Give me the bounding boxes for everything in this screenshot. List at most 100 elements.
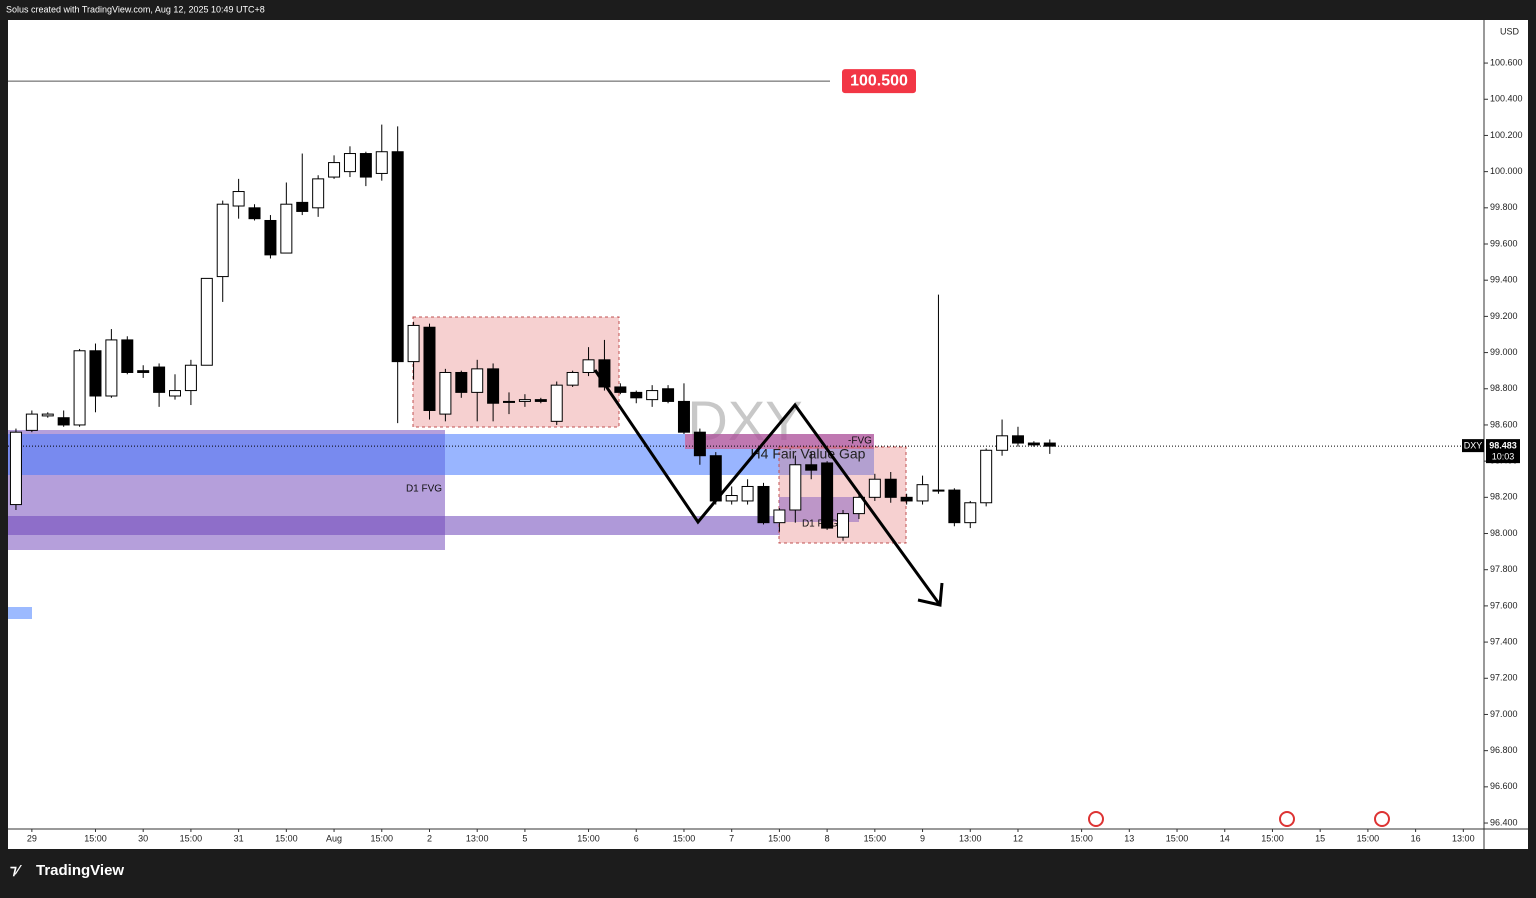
candle-body bbox=[630, 391, 643, 399]
y-tick-label: 99.600 bbox=[1490, 238, 1518, 248]
y-tick-label: 98.000 bbox=[1490, 528, 1518, 538]
level-label: 100.500 bbox=[850, 72, 908, 89]
annotation: H4 Fair Value Gap bbox=[751, 446, 866, 462]
zigzag bbox=[593, 369, 944, 607]
event-flag[interactable] bbox=[1374, 811, 1390, 827]
y-tick-label: 96.400 bbox=[1490, 817, 1518, 827]
candle-body bbox=[391, 151, 404, 363]
candle-body bbox=[614, 386, 627, 393]
y-tick-label: 96.600 bbox=[1490, 781, 1518, 791]
event-icons bbox=[1088, 811, 1390, 827]
x-tick-label: 15:00 bbox=[1070, 833, 1093, 843]
x-tick-label: 15:00 bbox=[371, 833, 394, 843]
x-tick-label: 15:00 bbox=[1166, 833, 1189, 843]
footer-brand[interactable]: TradingView bbox=[36, 862, 124, 879]
candle-body bbox=[89, 350, 102, 397]
event-flag[interactable] bbox=[1088, 811, 1104, 827]
candle-body bbox=[996, 435, 1009, 451]
candle-body bbox=[375, 151, 388, 174]
y-tick-label: 98.800 bbox=[1490, 383, 1518, 393]
x-tick-label: 15:00 bbox=[768, 833, 791, 843]
price-tag-symbol: DXY bbox=[1464, 440, 1483, 450]
arrow-path bbox=[593, 369, 942, 606]
price-tag-symbol-box bbox=[1462, 439, 1484, 453]
candle-body bbox=[471, 368, 484, 393]
candle-body bbox=[487, 368, 500, 404]
candle-body bbox=[821, 462, 834, 529]
candle-body bbox=[169, 390, 182, 397]
x-tick-label: 12 bbox=[1013, 833, 1023, 843]
candle-body bbox=[884, 478, 897, 498]
x-tick-label: 15:00 bbox=[673, 833, 696, 843]
candle-body bbox=[980, 449, 993, 504]
candle-body bbox=[407, 324, 420, 363]
candle-body bbox=[328, 162, 341, 178]
candle-body bbox=[248, 207, 261, 220]
candle-body bbox=[964, 502, 977, 524]
candle-body bbox=[1011, 435, 1024, 444]
y-tick-label: 99.800 bbox=[1490, 202, 1518, 212]
candle-body bbox=[359, 153, 372, 178]
x-tick-label: 7 bbox=[729, 833, 734, 843]
x-tick-label: 8 bbox=[825, 833, 830, 843]
candle-body bbox=[105, 339, 118, 397]
candle-body bbox=[264, 219, 277, 256]
candle-body bbox=[646, 390, 659, 401]
annotation: D1 FVG bbox=[802, 519, 838, 530]
candle-body bbox=[757, 485, 770, 524]
candle-body bbox=[9, 431, 22, 506]
x-tick-label: 6 bbox=[634, 833, 639, 843]
x-tick-label: 30 bbox=[138, 833, 148, 843]
currency: USD bbox=[1500, 26, 1520, 36]
x-tick-label: 2 bbox=[427, 833, 432, 843]
candle-body bbox=[503, 400, 516, 403]
y-tick-label: 100.200 bbox=[1490, 130, 1523, 140]
candle-body bbox=[773, 509, 786, 524]
candle-body bbox=[550, 384, 563, 422]
candle-body bbox=[121, 339, 134, 373]
header-bar bbox=[0, 0, 1536, 20]
candle-body bbox=[662, 388, 675, 402]
price-tag-box bbox=[1486, 439, 1520, 464]
x-tick-label: 15:00 bbox=[577, 833, 600, 843]
y-tick-label: 98.600 bbox=[1490, 419, 1518, 429]
candle-body bbox=[73, 350, 86, 426]
y-tick-label: 100.600 bbox=[1490, 57, 1523, 67]
candle-body bbox=[423, 326, 436, 411]
candle-body bbox=[789, 464, 802, 511]
x-tick-label: Aug bbox=[326, 833, 342, 843]
y-tick-label: 100.000 bbox=[1490, 166, 1523, 176]
candle-body bbox=[805, 464, 818, 471]
candle-body bbox=[1043, 442, 1056, 447]
candle-body bbox=[868, 478, 881, 498]
x-tick-label: 15:00 bbox=[180, 833, 203, 843]
candle-body bbox=[200, 277, 213, 366]
logo-mark: ⁊⁄ bbox=[10, 862, 22, 878]
candle-body bbox=[900, 496, 913, 502]
zones bbox=[8, 316, 907, 619]
x-tick-label: 31 bbox=[234, 833, 244, 843]
level-label-box bbox=[842, 69, 916, 94]
footer-bar bbox=[0, 849, 1536, 893]
x-tick-label: 5 bbox=[522, 833, 527, 843]
candle-body bbox=[677, 400, 690, 433]
candle-body bbox=[312, 178, 325, 209]
candle-body bbox=[916, 484, 929, 502]
candle-body bbox=[296, 201, 309, 212]
x-tick-label: 13 bbox=[1124, 833, 1134, 843]
candle-body bbox=[455, 371, 468, 393]
candle-body bbox=[725, 495, 738, 502]
candle-body bbox=[184, 364, 197, 392]
candle-body bbox=[534, 399, 547, 402]
x-tick-label: 15:00 bbox=[275, 833, 298, 843]
candle-body bbox=[852, 496, 865, 515]
x-tick-label: 13:00 bbox=[959, 833, 982, 843]
candle-body bbox=[837, 513, 850, 538]
y-tick-label: 99.400 bbox=[1490, 275, 1518, 285]
candle-body bbox=[582, 359, 595, 373]
y-tick-label: 97.600 bbox=[1490, 600, 1518, 610]
candle-body bbox=[948, 489, 961, 524]
event-flag[interactable] bbox=[1279, 811, 1295, 827]
x-tick-label: 15:00 bbox=[1357, 833, 1380, 843]
